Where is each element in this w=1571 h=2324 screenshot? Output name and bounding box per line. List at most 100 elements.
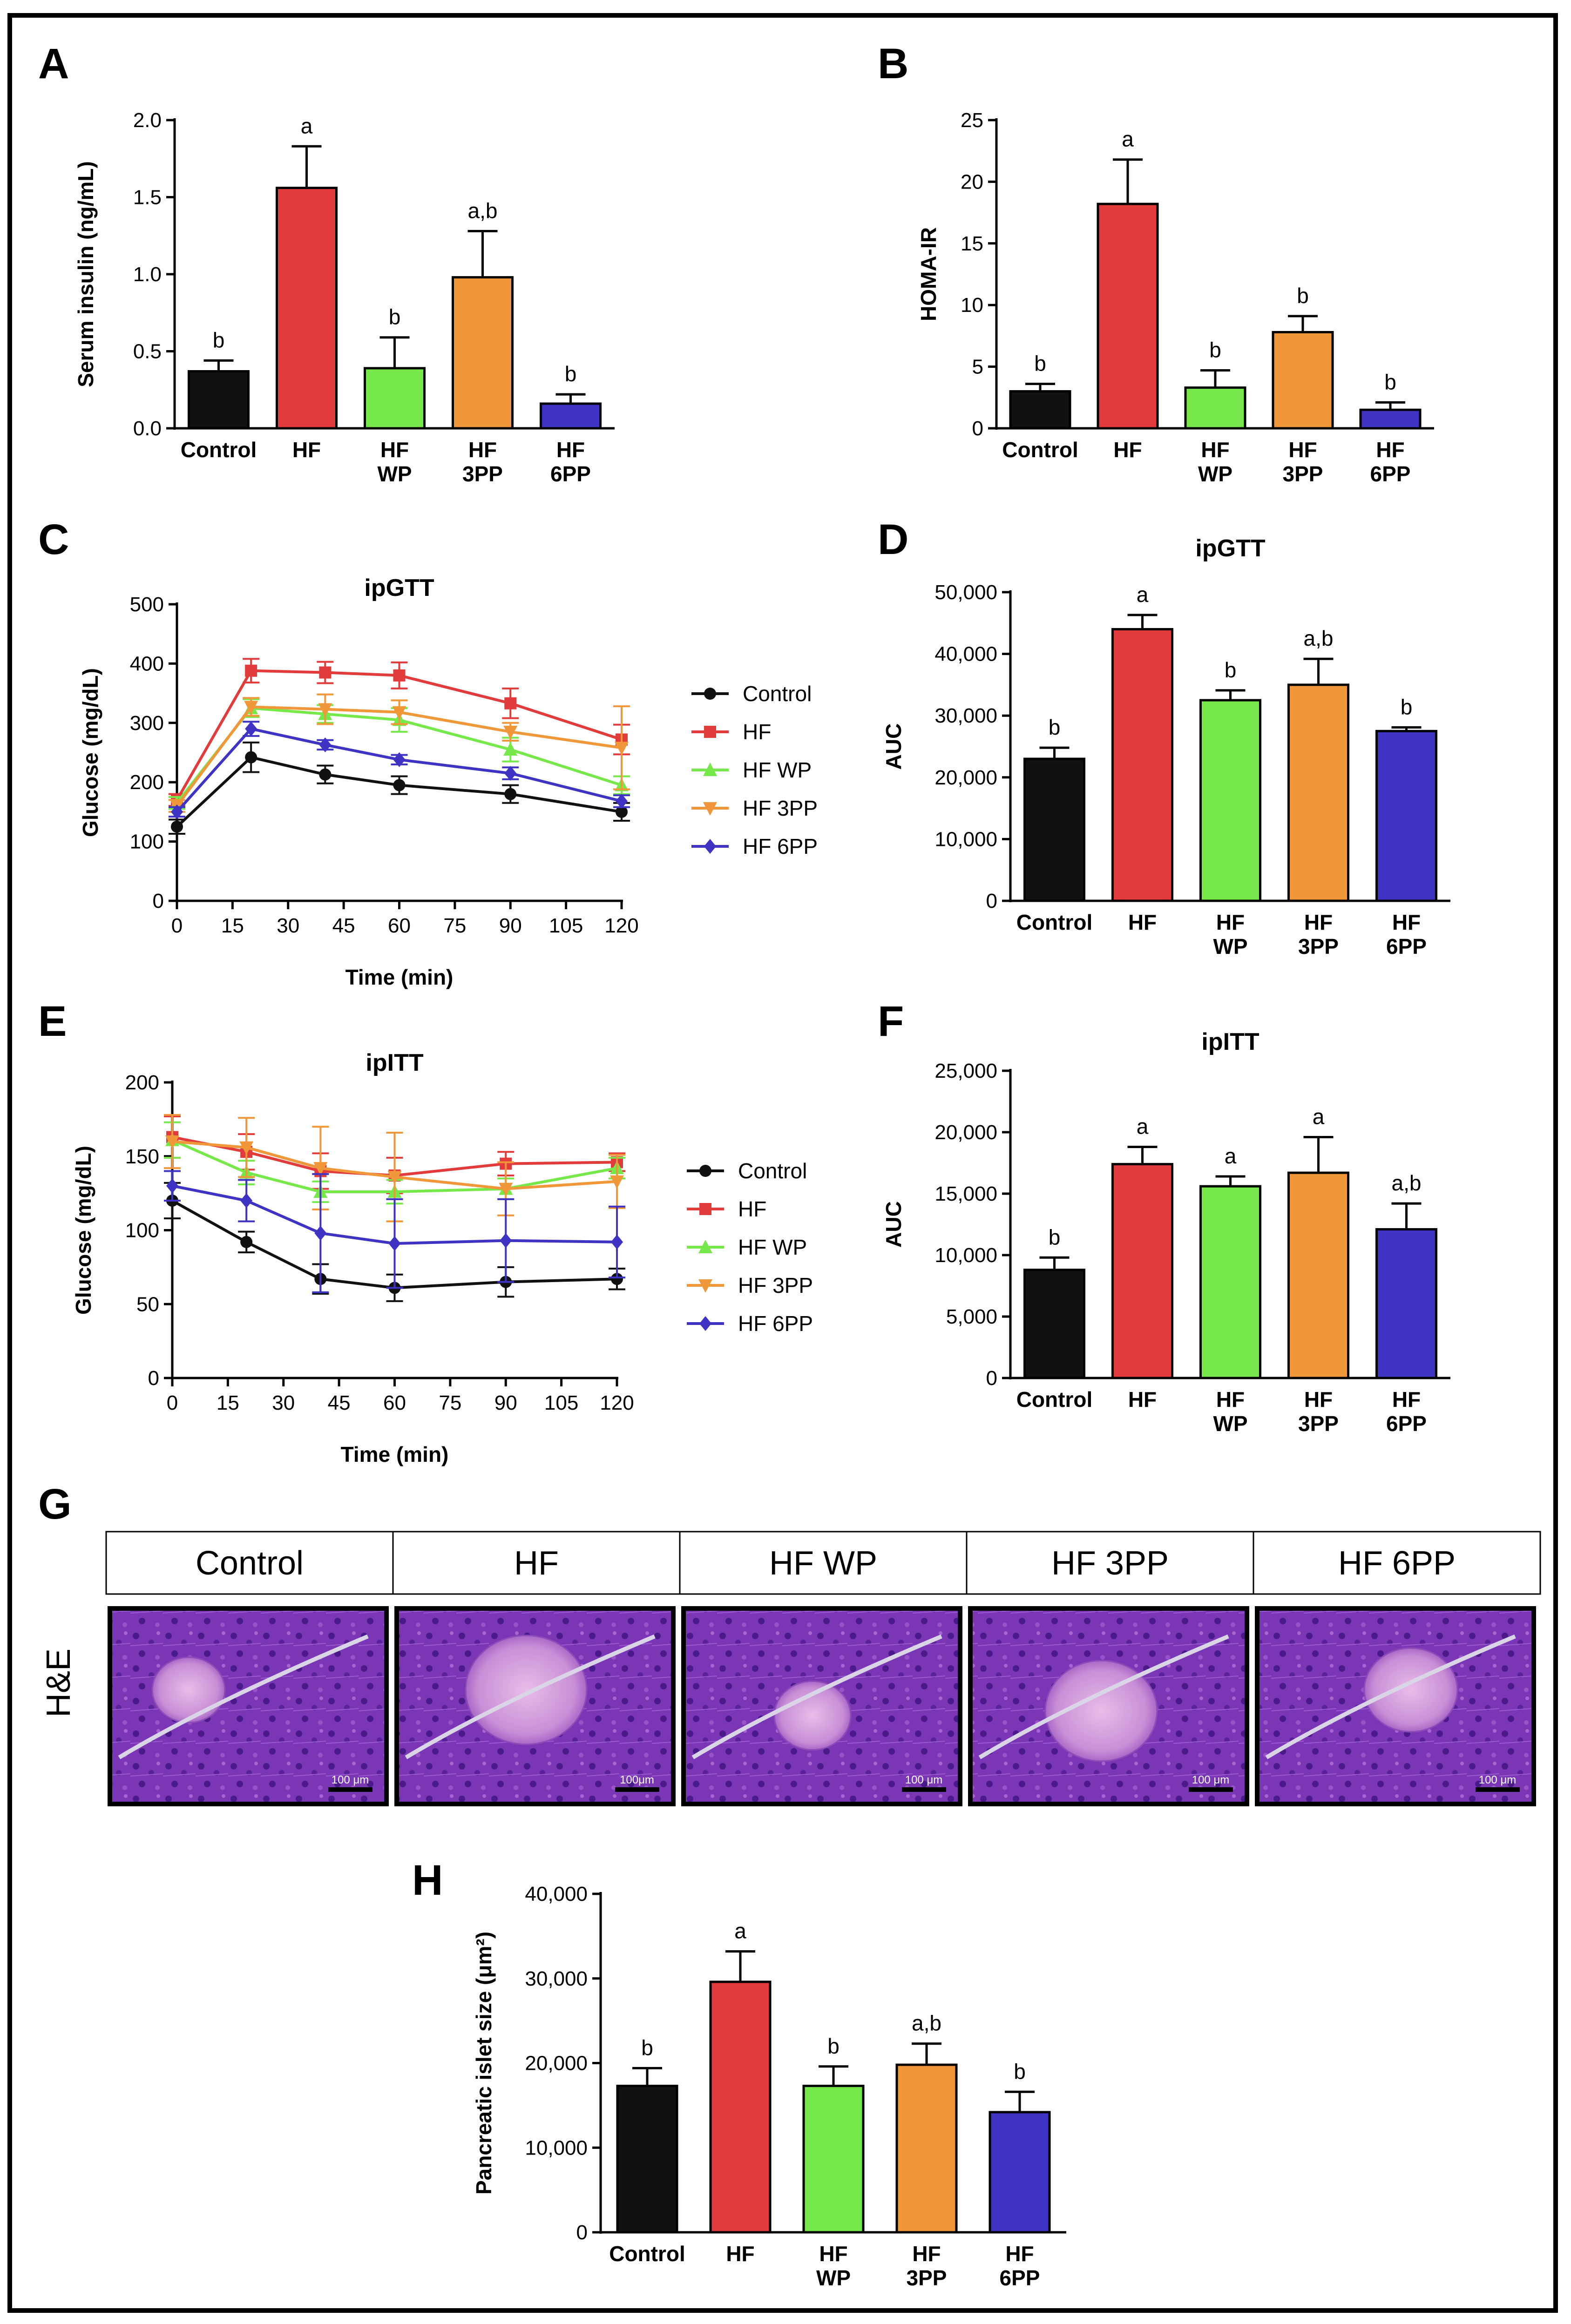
data-point (239, 1141, 254, 1155)
x-tick-label: 30 (272, 1392, 295, 1414)
he-row-label: H&E (40, 1648, 77, 1717)
y-tick-label: 20,000 (934, 766, 997, 789)
data-point (500, 1233, 512, 1248)
y-tick-label: 40,000 (525, 1883, 588, 1905)
panel-letter-f: F (878, 998, 904, 1045)
y-tick-label: 0 (986, 1367, 997, 1390)
y-tick-label: 300 (130, 712, 164, 735)
data-point (616, 805, 628, 818)
significance-label: b (641, 2035, 653, 2060)
data-point (611, 1234, 623, 1250)
data-point (393, 669, 406, 682)
x-category-label: Control (1002, 438, 1078, 462)
x-category-label: HF (1392, 910, 1421, 934)
significance-label: a (1137, 1115, 1149, 1139)
y-tick-label: 2.0 (133, 109, 162, 132)
x-category-label: 3PP (1298, 934, 1339, 959)
panel-letter-b: B (878, 40, 908, 88)
x-category-label: HF (1216, 1387, 1245, 1412)
y-tick-label: 0.5 (133, 340, 162, 363)
x-tick-label: 105 (544, 1392, 578, 1414)
x-category-label: HF (912, 2242, 941, 2266)
y-tick-label: 0 (576, 2221, 588, 2244)
data-point (504, 766, 517, 781)
scale-bar (902, 1787, 946, 1792)
data-point (698, 1240, 712, 1253)
legend-label: HF 6PP (743, 834, 818, 858)
bar (1375, 1228, 1437, 1379)
x-category-label: HF (1304, 910, 1333, 934)
bar (1111, 628, 1173, 902)
x-category-label: HF (1376, 438, 1404, 462)
data-point (504, 788, 517, 800)
bar (1287, 683, 1349, 902)
bar (895, 2063, 958, 2234)
significance-label: a (734, 1919, 746, 1943)
x-tick-label: 30 (277, 914, 299, 937)
x-tick-label: 120 (600, 1392, 634, 1414)
series-line (176, 669, 622, 801)
x-tick-label: 90 (494, 1392, 517, 1414)
panel-letter-d: D (878, 516, 908, 563)
tissue-duct (691, 1634, 942, 1759)
y-tick-label: 30,000 (525, 1967, 588, 1990)
significance-label: a (1225, 1144, 1237, 1168)
y-tick-label: 100 (125, 1219, 159, 1242)
histology-group-label: HF (514, 1545, 559, 1582)
significance-label: a (301, 114, 313, 138)
bar (364, 367, 426, 430)
data-point (704, 726, 716, 738)
data-point (319, 737, 332, 752)
series-line (176, 705, 622, 807)
y-axis-label: AUC (881, 723, 906, 770)
panel-letter-h: H (412, 1857, 443, 1904)
legend-label: HF WP (738, 1235, 807, 1259)
x-category-label: 3PP (1283, 462, 1323, 486)
x-tick-label: 90 (499, 914, 522, 937)
y-tick-label: 400 (130, 652, 164, 675)
data-point (388, 1236, 401, 1251)
chart-c-ipgtt-curve: 0 100 200 300 400 500 0 15 30 45 60 75 90 105 120 Gluco… (78, 574, 818, 989)
y-axis-label: Serum insulin (ng/mL) (74, 161, 98, 387)
x-category-label: HF (819, 2242, 847, 2266)
scale-bar-label: 100 μm (1192, 1774, 1230, 1786)
y-axis-label: Glucose (mg/dL) (71, 1146, 95, 1315)
chart-title: ipITT (366, 1049, 423, 1076)
y-tick-label: 1.5 (133, 186, 162, 209)
tissue-duct (405, 1634, 656, 1759)
bar (1272, 331, 1334, 430)
data-point (703, 763, 717, 776)
series-line (172, 1140, 617, 1190)
data-point (698, 1279, 712, 1293)
data-point (703, 802, 717, 816)
data-point (245, 751, 257, 763)
x-category-label: WP (816, 2266, 851, 2290)
data-point (704, 839, 716, 854)
significance-label: b (1297, 284, 1309, 308)
significance-label: b (827, 2034, 840, 2058)
bar (1184, 386, 1246, 430)
x-category-label: 6PP (1386, 934, 1427, 959)
data-point (503, 742, 518, 756)
x-tick-label: 105 (549, 914, 583, 937)
figure-border (7, 13, 1558, 2313)
y-axis-label: AUC (881, 1201, 906, 1248)
panel-letter-g: G (38, 1480, 72, 1528)
x-category-label: HF (1392, 1387, 1421, 1412)
x-category-label: Control (181, 438, 257, 462)
tissue-duct (1265, 1634, 1516, 1759)
x-tick-label: 45 (328, 1392, 351, 1414)
y-tick-label: 20 (961, 170, 983, 193)
panel-letter-c: C (38, 516, 69, 563)
significance-label: b (1049, 715, 1061, 739)
x-tick-label: 60 (388, 914, 411, 937)
y-tick-label: 10,000 (934, 1244, 997, 1267)
bar (1009, 390, 1071, 430)
significance-label: a,b (468, 198, 498, 223)
legend-label: HF 3PP (738, 1273, 813, 1297)
y-tick-label: 50 (136, 1293, 159, 1316)
chart-title: ipGTT (364, 574, 434, 601)
data-point (319, 666, 332, 679)
histology-image (108, 1606, 389, 1806)
pancreatic-islet (1363, 1647, 1458, 1733)
